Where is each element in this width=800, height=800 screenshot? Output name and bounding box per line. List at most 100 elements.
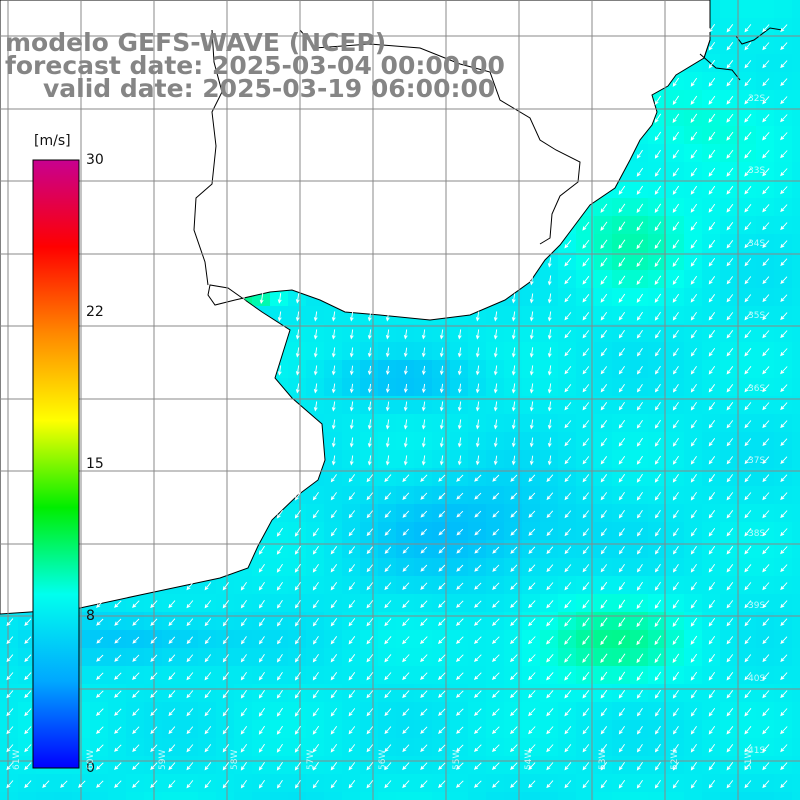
wind-arrow bbox=[439, 401, 444, 412]
wind-arrow bbox=[762, 780, 770, 789]
field-cell bbox=[756, 792, 775, 800]
field-cell bbox=[612, 630, 631, 649]
field-cell bbox=[594, 252, 613, 271]
field-cell bbox=[774, 648, 793, 667]
wind-arrow bbox=[330, 672, 338, 681]
field-cell bbox=[162, 738, 181, 757]
field-cell bbox=[324, 324, 343, 343]
wind-arrow bbox=[654, 131, 662, 141]
field-cell bbox=[666, 144, 685, 163]
wind-arrow bbox=[618, 744, 625, 753]
wind-arrow bbox=[690, 149, 698, 159]
field-cell bbox=[774, 684, 793, 703]
field-cell bbox=[522, 522, 541, 541]
wind-arrow bbox=[708, 780, 716, 789]
field-cell bbox=[432, 684, 451, 703]
field-cell bbox=[90, 792, 109, 800]
field-cell bbox=[18, 702, 37, 721]
wind-arrow bbox=[636, 635, 644, 646]
field-cell bbox=[432, 774, 451, 793]
wind-arrow bbox=[528, 546, 536, 554]
field-cell bbox=[288, 792, 307, 800]
field-cell bbox=[288, 324, 307, 343]
wind-arrow bbox=[690, 707, 697, 717]
wind-arrow bbox=[762, 420, 770, 429]
field-cell bbox=[756, 288, 775, 307]
wind-arrow bbox=[385, 329, 390, 340]
wind-arrow bbox=[421, 437, 426, 448]
field-cell bbox=[792, 738, 800, 757]
field-cell bbox=[288, 360, 307, 379]
wind-arrow bbox=[690, 221, 698, 231]
wind-arrow bbox=[654, 744, 661, 753]
wind-arrow bbox=[438, 546, 446, 554]
field-cell bbox=[612, 666, 631, 685]
field-cell bbox=[576, 252, 595, 271]
field-cell bbox=[468, 774, 487, 793]
field-cell bbox=[702, 468, 721, 487]
wind-arrow bbox=[762, 186, 770, 195]
field-cell bbox=[198, 630, 217, 649]
field-cell bbox=[558, 666, 577, 685]
wind-arrow bbox=[366, 546, 374, 555]
wind-arrow bbox=[600, 528, 607, 537]
wind-arrow bbox=[366, 780, 374, 789]
field-cell bbox=[450, 774, 469, 793]
wind-arrow bbox=[402, 618, 410, 627]
field-cell bbox=[162, 630, 181, 649]
wind-arrow bbox=[564, 762, 572, 771]
field-cell bbox=[792, 198, 800, 217]
wind-arrow bbox=[726, 510, 734, 519]
field-cell bbox=[630, 450, 649, 469]
wind-arrow bbox=[708, 762, 716, 771]
field-cell bbox=[522, 648, 541, 667]
field-cell bbox=[558, 540, 577, 559]
wind-arrow bbox=[403, 455, 408, 466]
wind-arrow bbox=[348, 780, 356, 789]
field-cell bbox=[162, 648, 181, 667]
field-cell bbox=[504, 648, 523, 667]
field-cell bbox=[342, 648, 361, 667]
wind-arrow bbox=[511, 293, 516, 304]
field-cell bbox=[432, 504, 451, 523]
field-cell bbox=[738, 288, 757, 307]
field-cell bbox=[666, 540, 685, 559]
field-cell bbox=[414, 792, 433, 800]
field-cell bbox=[648, 162, 667, 181]
wind-arrow bbox=[240, 672, 247, 681]
field-cell bbox=[792, 108, 800, 127]
wind-arrow bbox=[384, 726, 392, 735]
field-cell bbox=[648, 432, 667, 451]
field-cell bbox=[576, 576, 595, 595]
field-cell bbox=[360, 342, 379, 361]
wind-arrow bbox=[744, 420, 752, 429]
field-cell bbox=[522, 684, 541, 703]
field-cell bbox=[594, 666, 613, 685]
field-cell bbox=[702, 612, 721, 631]
wind-arrow bbox=[384, 618, 392, 627]
field-cell bbox=[540, 702, 559, 721]
wind-arrow bbox=[493, 455, 498, 466]
field-cell bbox=[468, 630, 487, 649]
field-cell bbox=[414, 666, 433, 685]
field-cell bbox=[702, 180, 721, 199]
wind-arrow bbox=[294, 563, 301, 573]
field-cell bbox=[198, 594, 217, 613]
wind-arrow bbox=[780, 132, 788, 141]
field-cell bbox=[630, 738, 649, 757]
wind-arrow bbox=[690, 653, 698, 663]
wind-arrow bbox=[312, 636, 319, 645]
wind-arrow bbox=[726, 492, 734, 501]
field-cell bbox=[666, 342, 685, 361]
field-cell bbox=[108, 702, 127, 721]
field-cell bbox=[612, 252, 631, 271]
field-cell bbox=[558, 702, 577, 721]
field-cell bbox=[576, 360, 595, 379]
field-cell bbox=[306, 774, 325, 793]
wind-arrow bbox=[600, 275, 608, 285]
field-cell bbox=[558, 306, 577, 325]
field-cell bbox=[594, 612, 613, 631]
wind-arrow bbox=[618, 528, 625, 537]
field-cell bbox=[234, 774, 253, 793]
wind-arrow bbox=[258, 761, 265, 771]
